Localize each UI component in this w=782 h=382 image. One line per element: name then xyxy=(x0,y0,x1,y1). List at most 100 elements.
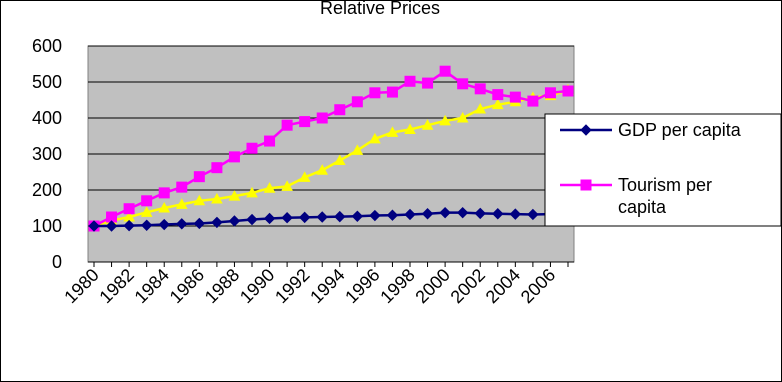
legend-label: GDP per capita xyxy=(618,120,742,140)
x-tick-label: 1988 xyxy=(201,265,243,307)
data-point xyxy=(386,86,398,98)
data-point xyxy=(333,154,346,165)
data-point xyxy=(140,219,153,231)
x-tick-label: 2006 xyxy=(517,265,559,307)
data-point xyxy=(474,83,486,95)
data-point xyxy=(246,213,258,226)
legend-item: GDP per capita xyxy=(560,120,742,140)
data-point xyxy=(386,209,399,221)
data-point xyxy=(176,181,188,193)
y-tick-label: 300 xyxy=(32,144,62,164)
x-tick-label: 2004 xyxy=(482,265,524,307)
series-line xyxy=(93,88,569,228)
data-point xyxy=(334,104,346,116)
data-point xyxy=(193,194,206,206)
data-point xyxy=(193,217,206,230)
data-point xyxy=(88,220,100,232)
data-point xyxy=(123,219,135,232)
y-tick-label: 200 xyxy=(32,180,62,200)
x-tick-label: 1992 xyxy=(271,265,313,307)
data-point xyxy=(421,119,434,130)
y-axis-ticks: 0 100 200 300 400 500 600 xyxy=(32,36,62,272)
data-point xyxy=(404,75,416,87)
data-point xyxy=(491,98,504,110)
data-point xyxy=(211,192,223,204)
data-point xyxy=(404,208,416,221)
data-point xyxy=(422,77,434,89)
data-point xyxy=(456,206,469,219)
x-tick-label: 1990 xyxy=(236,265,278,307)
x-tick-label: 2002 xyxy=(447,265,489,307)
data-point xyxy=(158,201,171,213)
data-point xyxy=(544,87,556,99)
data-point xyxy=(404,123,416,135)
data-point xyxy=(386,126,399,137)
data-point xyxy=(176,218,188,230)
series-group xyxy=(88,65,574,232)
data-point xyxy=(228,215,241,227)
data-point xyxy=(211,216,223,229)
data-point xyxy=(334,210,346,223)
data-point xyxy=(281,180,293,191)
x-tick-label: 1994 xyxy=(306,265,348,307)
data-point xyxy=(228,190,241,201)
data-point xyxy=(246,142,258,154)
data-point xyxy=(439,65,451,77)
data-point xyxy=(123,203,135,215)
data-point xyxy=(369,132,381,144)
data-point xyxy=(264,135,276,147)
data-point xyxy=(158,187,170,199)
x-tick-label: 1996 xyxy=(341,265,383,307)
x-axis-ticks: 1980198219841986198819901992199419961998… xyxy=(60,262,569,307)
data-point xyxy=(421,208,434,220)
data-point xyxy=(492,208,504,220)
data-point xyxy=(474,102,487,114)
legend-marker xyxy=(580,179,592,191)
data-point xyxy=(369,209,381,222)
data-point xyxy=(316,211,328,223)
x-tick-label: 1980 xyxy=(60,265,102,307)
data-point xyxy=(158,218,170,231)
gridlines xyxy=(88,45,574,263)
data-point xyxy=(228,151,240,163)
data-point xyxy=(211,162,223,174)
x-tick-label: 1998 xyxy=(376,265,418,307)
data-point xyxy=(527,95,539,107)
data-point xyxy=(298,211,311,224)
data-point xyxy=(456,111,469,123)
data-point xyxy=(474,207,486,220)
data-point xyxy=(509,208,522,220)
data-point xyxy=(281,119,293,131)
data-point xyxy=(246,186,258,198)
data-point xyxy=(299,116,311,128)
data-point xyxy=(316,112,328,124)
series-line xyxy=(93,69,569,228)
chart-title: Relative Prices xyxy=(320,0,440,18)
series-line xyxy=(94,211,569,228)
data-point xyxy=(175,198,188,209)
x-tick-label: 2000 xyxy=(411,265,453,307)
y-tick-label: 0 xyxy=(52,252,62,272)
data-point xyxy=(457,78,469,90)
x-tick-label: 1984 xyxy=(131,265,173,307)
data-point xyxy=(351,144,364,155)
data-point xyxy=(562,85,574,97)
data-point xyxy=(439,206,451,219)
data-point xyxy=(281,212,293,224)
data-point xyxy=(492,89,504,101)
data-point xyxy=(263,212,276,225)
data-point xyxy=(439,114,451,126)
data-point xyxy=(298,171,311,182)
data-point xyxy=(351,210,364,222)
x-tick-label: 1982 xyxy=(95,265,137,307)
data-point xyxy=(527,208,539,221)
data-point xyxy=(105,220,118,232)
data-point xyxy=(263,182,276,193)
data-point xyxy=(509,91,521,103)
y-tick-label: 600 xyxy=(32,36,62,56)
legend-marker xyxy=(580,124,592,136)
y-tick-label: 400 xyxy=(32,108,62,128)
